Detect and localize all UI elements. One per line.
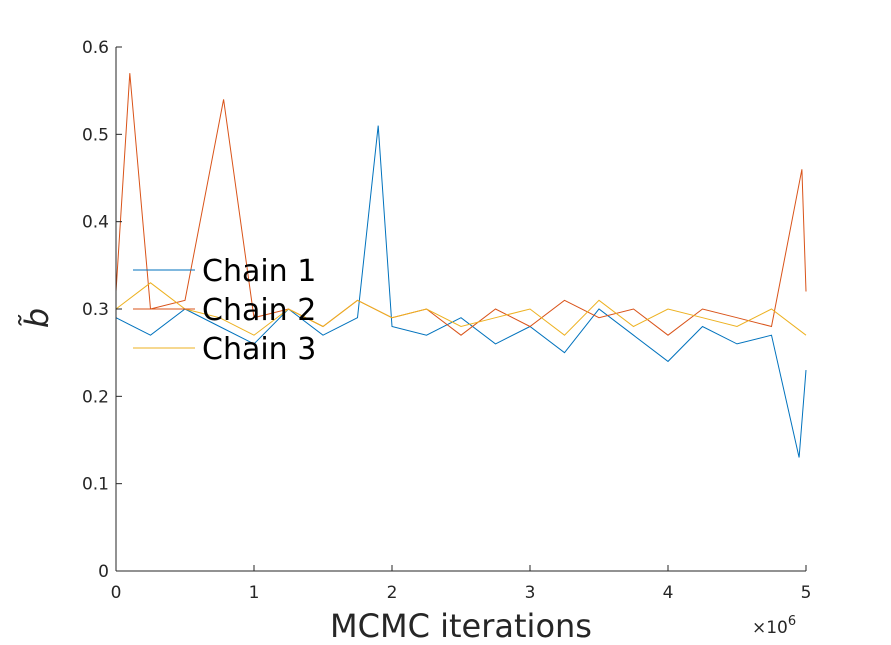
x-axis-ticks: 0 1 2 3 4 5 <box>111 565 812 603</box>
x-tick-label: 4 <box>663 583 674 603</box>
y-axis-label: b̃ <box>18 308 56 328</box>
y-tick-label: 0.4 <box>82 213 109 233</box>
x-tick-label: 2 <box>387 583 398 603</box>
x-tick-label: 3 <box>525 583 536 603</box>
series-line-chain-1 <box>115 125 807 458</box>
x-exponent-label: ×106 <box>752 614 796 638</box>
series-layer <box>115 73 807 458</box>
x-tick-label: 0 <box>111 583 122 603</box>
series-line-chain-2 <box>115 73 807 336</box>
x-axis-label: MCMC iterations <box>330 607 592 645</box>
y-tick-label: 0.3 <box>82 300 109 320</box>
legend-label-chain-1: Chain 1 <box>202 254 316 289</box>
x-exponent-power: 6 <box>788 614 796 629</box>
y-tick-label: 0.1 <box>82 475 109 495</box>
y-tick-label: 0 <box>98 562 109 582</box>
x-exponent-base: ×10 <box>752 618 788 638</box>
legend-label-chain-3: Chain 3 <box>202 332 316 367</box>
y-tick-label: 0.6 <box>82 38 109 58</box>
series-line-chain-3 <box>115 282 807 336</box>
plot-area: 0 0.1 0.2 0.3 0.4 0.5 0.6 0 1 2 3 4 5 <box>82 38 811 603</box>
legend: Chain 1 Chain 2 Chain 3 <box>133 254 316 367</box>
y-tick-label: 0.2 <box>82 387 109 407</box>
x-tick-label: 1 <box>249 583 260 603</box>
x-tick-label: 5 <box>801 583 812 603</box>
y-axis-ticks: 0 0.1 0.2 0.3 0.4 0.5 0.6 <box>82 38 122 582</box>
legend-label-chain-2: Chain 2 <box>202 293 316 328</box>
y-tick-label: 0.5 <box>82 125 109 145</box>
